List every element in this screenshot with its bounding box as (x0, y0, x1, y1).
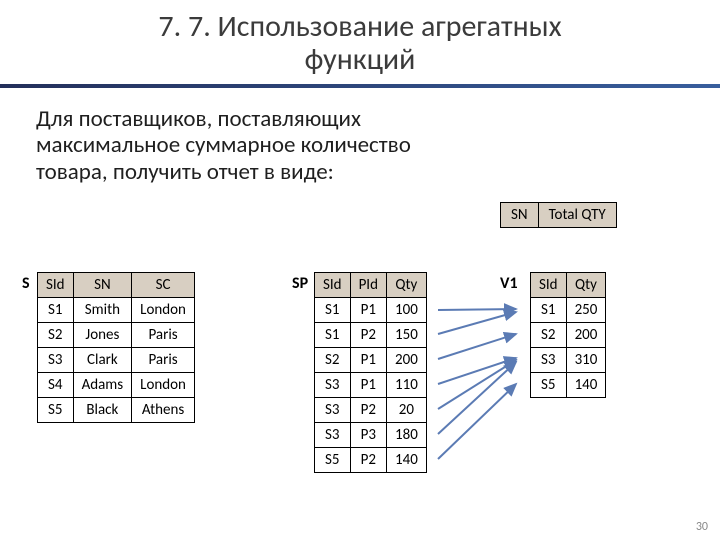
title-underline (0, 84, 720, 88)
label-s: S (22, 274, 30, 293)
body-line-2: максимальное суммарное количество (36, 131, 411, 159)
table-row: S5BlackAthens (38, 398, 195, 423)
table-s: SId SN SC S1SmithLondon S2JonesParis S3C… (37, 272, 195, 423)
s-h-0: SId (38, 273, 74, 298)
page-number: 30 (696, 520, 708, 534)
label-sp: SP (292, 274, 308, 293)
body-line-3: товара, получить отчет в виде: (36, 158, 334, 186)
table-row: S1P2150 (315, 323, 427, 348)
v1-h-0: SId (531, 273, 567, 298)
table-row: S2JonesParis (38, 323, 195, 348)
sp-h-0: SId (315, 273, 351, 298)
table-row: S4AdamsLondon (38, 373, 195, 398)
table-row: S1SmithLondon (38, 298, 195, 323)
table-row: S2P1200 (315, 348, 427, 373)
table-row: S5P2140 (315, 448, 427, 473)
mini-h2: Total QTY (538, 203, 616, 228)
s-h-1: SN (73, 273, 132, 298)
table-sp: SId PId Qty S1P1100 S1P2150 S2P1200 S3P1… (314, 272, 427, 473)
body-text: Для поставщиков, поставляющих максимальн… (0, 106, 720, 185)
table-row: S3P1110 (315, 373, 427, 398)
table-row: S2200 (531, 323, 606, 348)
table-row: S1250 (531, 298, 606, 323)
table-row: S3P220 (315, 398, 427, 423)
table-row: S3P3180 (315, 423, 427, 448)
s-h-2: SC (132, 273, 195, 298)
table-row: S3ClarkParis (38, 348, 195, 373)
table-v1: SId Qty S1250 S2200 S3310 S5140 (530, 272, 606, 398)
slide-title: 7. 7. Использование агрегатных функций (0, 0, 720, 82)
mini-h1: SN (501, 203, 539, 228)
table-row: S1P1100 (315, 298, 427, 323)
sp-h-2: Qty (386, 273, 426, 298)
title-line-1: 7. 7. Использование агрегатных (158, 8, 561, 45)
title-line-2: функций (305, 41, 416, 78)
sp-h-1: PId (350, 273, 386, 298)
label-v1: V1 (500, 274, 518, 293)
table-row: S3310 (531, 348, 606, 373)
v1-h-1: Qty (566, 273, 606, 298)
body-line-1: Для поставщиков, поставляющих (36, 105, 361, 133)
mini-shape-table: SN Total QTY (500, 202, 617, 228)
table-row: S5140 (531, 373, 606, 398)
